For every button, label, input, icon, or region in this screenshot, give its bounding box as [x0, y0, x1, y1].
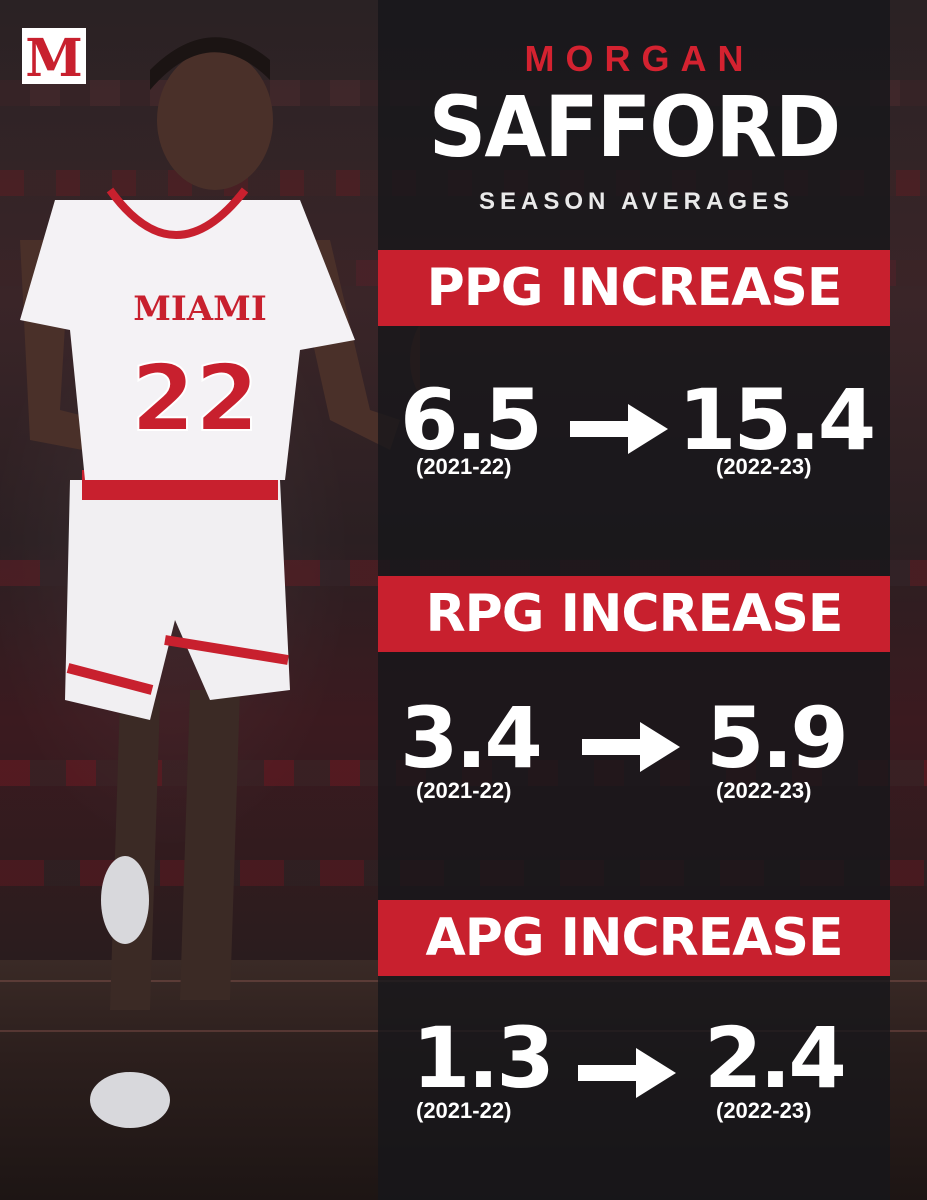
apg-banner: APG INCREASE [378, 900, 890, 976]
right-arrow-icon [582, 722, 680, 772]
apg-before-value: 1.3 [412, 1009, 555, 1107]
section-subtitle: SEASON AVERAGES [478, 188, 795, 215]
rpg-after-value: 5.9 [706, 689, 849, 787]
rpg-before-value: 3.4 [400, 689, 543, 787]
ppg-before-value: 6.5 [400, 371, 543, 469]
apg-before-season: (2021-22) [416, 1098, 512, 1123]
rpg-banner: RPG INCREASE [378, 576, 890, 652]
jersey-school: MIAMI [133, 289, 266, 329]
ppg-banner: PPG INCREASE [378, 250, 890, 326]
player-last-name: SAFFORD [428, 78, 841, 176]
right-arrow-icon [570, 404, 668, 454]
player-first-name: MORGAN [524, 38, 755, 79]
logo-letter: M [25, 28, 83, 84]
ppg-before-season: (2021-22) [416, 454, 512, 479]
apg-after-season: (2022-23) [716, 1098, 812, 1123]
player-figure: MIAMI 22 [20, 37, 420, 1128]
stats-panel: MORGAN SAFFORD SEASON AVERAGES PPG INCRE… [378, 0, 890, 1200]
rpg-before-season: (2021-22) [416, 778, 512, 803]
apg-after-value: 2.4 [704, 1009, 847, 1107]
rpg-after-season: (2022-23) [716, 778, 812, 803]
ppg-after-season: (2022-23) [716, 454, 812, 479]
right-arrow-icon [578, 1048, 676, 1098]
miami-m-logo-icon: M [22, 28, 86, 84]
jersey-number: 22 [131, 345, 259, 452]
ppg-after-value: 15.4 [678, 371, 876, 469]
